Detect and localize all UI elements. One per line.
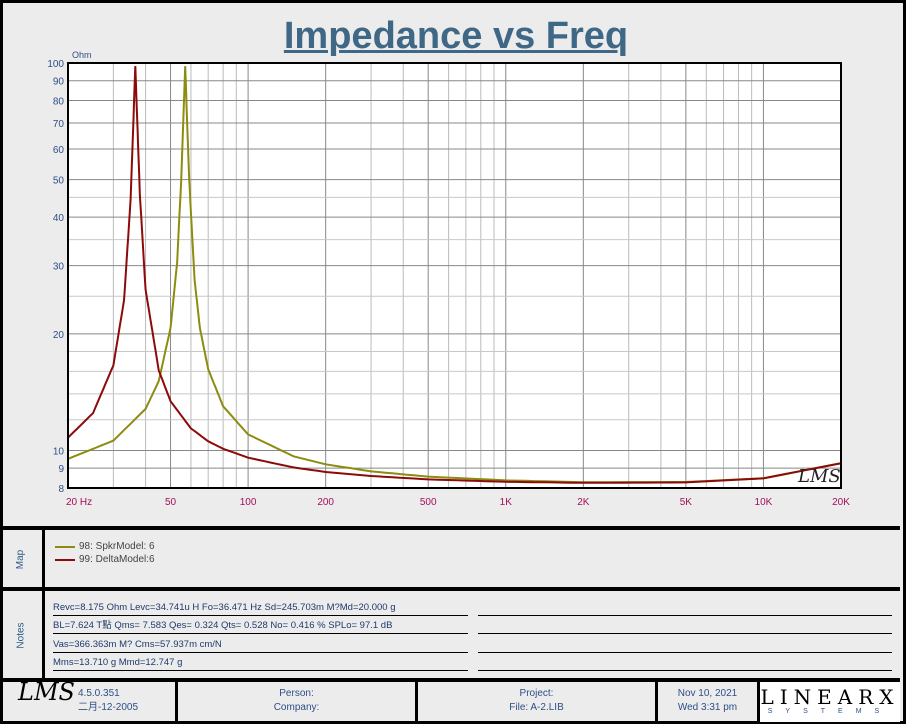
legend-swatch xyxy=(55,558,75,561)
legend-item: 99: DeltaModel:6 xyxy=(55,554,155,565)
project: Project: xyxy=(519,688,554,699)
linearx-logo: LINEARX SYSTEMS xyxy=(760,682,900,722)
lms-watermark: LMS xyxy=(797,466,841,487)
note-line: Mms=13.710 g Mmd=12.747 g xyxy=(53,656,468,671)
y-tick-label: 8 xyxy=(58,484,64,495)
y-tick-label: 90 xyxy=(53,77,65,88)
series-line-98 xyxy=(67,66,842,484)
x-tick-label: 100 xyxy=(240,497,257,508)
series-line-99 xyxy=(67,66,842,484)
lms-logo: LMS xyxy=(18,678,75,706)
date: Nov 10, 2021 xyxy=(677,688,738,699)
page-title: Impedance vs Freq xyxy=(283,15,629,57)
impedance-chart: 8 9 10 20 30 40 50 60 70 80 90 100 20 Hz 50 100 200 500 1… xyxy=(47,50,850,508)
blank-note-line xyxy=(478,670,892,671)
date-cell: Nov 10, 2021 Wed 3:31 pm xyxy=(658,682,760,722)
x-tick-label: 1K xyxy=(500,497,513,508)
notes-section: Notes Revc=8.175 Ohm Levc=34.741u H Fo=3… xyxy=(0,587,900,679)
map-label-text: Map xyxy=(15,549,27,569)
file-name: File: A-2.LIB xyxy=(509,702,564,713)
version-info: 4.5.0.351 二月-12-2005 xyxy=(78,687,138,715)
x-tick-label: 20 Hz xyxy=(66,497,92,508)
plot-area xyxy=(68,63,841,488)
notes-label-text: Notes xyxy=(15,621,27,649)
map-section: Map 98: SpkrModel: 6 99: DeltaModel:6 xyxy=(0,526,900,588)
x-tick-label: 200 xyxy=(317,497,334,508)
person: Person: xyxy=(279,688,314,699)
y-tick-label: 50 xyxy=(53,176,65,187)
y-tick-label: 30 xyxy=(53,262,65,273)
blank-note-line xyxy=(478,652,892,653)
note-line: Vas=366.363m M? Cms=57.937m cm/N xyxy=(53,638,468,653)
legend-item: 98: SpkrModel: 6 xyxy=(55,541,155,552)
version: 4.5.0.351 xyxy=(78,688,120,699)
y-tick-label: 100 xyxy=(47,59,64,70)
y-tick-label: 70 xyxy=(53,119,65,130)
y-axis-label: Ohm xyxy=(72,50,92,60)
x-tick-label: 500 xyxy=(420,497,437,508)
legend-label: 98: SpkrModel: 6 xyxy=(79,541,155,552)
company: Company: xyxy=(273,702,320,713)
x-tick-label: 50 xyxy=(165,497,177,508)
y-tick-label: 40 xyxy=(53,213,65,224)
build-date: 二月-12-2005 xyxy=(78,702,139,713)
plot-border xyxy=(67,62,842,489)
y-tick-label: 20 xyxy=(53,330,65,341)
blank-note-line xyxy=(478,633,892,634)
y-tick-label: 80 xyxy=(53,97,65,108)
notes-label: Notes xyxy=(0,591,45,679)
project-cell: Project: File: A-2.LIB xyxy=(418,682,658,722)
blank-note-line xyxy=(478,615,892,616)
legend-label: 99: DeltaModel:6 xyxy=(79,554,155,565)
x-tick-label: 5K xyxy=(680,497,693,508)
brand-name: LINEARX xyxy=(760,685,900,709)
x-tick-label: 10K xyxy=(755,497,773,508)
time: Wed 3:31 pm xyxy=(677,702,738,713)
footer: LMS 4.5.0.351 二月-12-2005 Person: Company… xyxy=(0,678,900,724)
y-tick-label: 10 xyxy=(53,446,65,457)
x-tick-label: 2K xyxy=(577,497,590,508)
x-tick-label: 20K xyxy=(832,497,850,508)
brand-sub: SYSTEMS xyxy=(767,708,893,715)
map-label: Map xyxy=(0,530,45,588)
footer-logo-cell: LMS 4.5.0.351 二月-12-2005 xyxy=(12,678,178,722)
note-line: BL=7.624 T點 Qms= 7.583 Qes= 0.324 Qts= 0… xyxy=(53,619,468,634)
y-tick-label: 9 xyxy=(58,464,64,475)
legend-swatch xyxy=(55,545,75,548)
person-cell: Person: Company: xyxy=(178,682,418,722)
y-tick-label: 60 xyxy=(53,145,65,156)
note-line: Revc=8.175 Ohm Levc=34.741u H Fo=36.471 … xyxy=(53,601,468,616)
